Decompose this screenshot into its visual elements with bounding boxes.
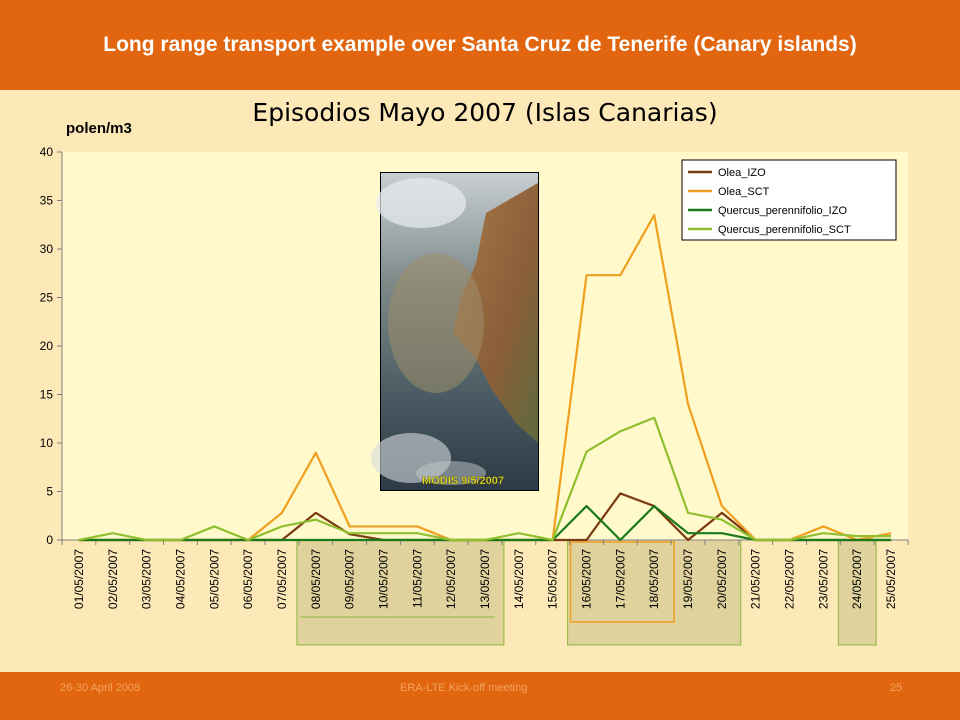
legend-box [681,159,897,241]
x-tick-label: 19/05/2007 [681,549,695,609]
legend-label: Olea_SCT [718,186,770,198]
x-tick-label: 10/05/2007 [376,549,390,609]
y-tick-label: 25 [40,291,54,305]
footer-date: 26-30 April 2008 [60,682,141,694]
x-tick-label: 22/05/2007 [783,549,797,609]
x-tick-label: 14/05/2007 [512,549,526,609]
y-tick-label: 0 [46,533,53,547]
y-tick-label: 30 [40,242,54,256]
satellite-image: MODIS 9/5/2007 [371,172,539,491]
x-tick-label: 23/05/2007 [816,549,830,609]
legend-label: Quercus_perennifolio_IZO [718,205,847,217]
y-tick-label: 15 [40,388,54,402]
y-tick-label: 20 [40,339,54,353]
x-tick-label: 20/05/2007 [715,549,729,609]
y-tick-label: 5 [46,485,53,499]
x-tick-label: 04/05/2007 [173,549,187,609]
x-tick-label: 01/05/2007 [72,549,86,609]
x-tick-label: 24/05/2007 [850,549,864,609]
footer-event: ERA-LTE Kick-off meeting [400,682,528,694]
x-tick-label: 02/05/2007 [106,549,120,609]
y-axis-label: polen/m3 [66,120,132,137]
x-tick-label: 13/05/2007 [478,549,492,609]
legend-label: Olea_IZO [718,167,766,179]
x-tick-label: 17/05/2007 [613,549,627,609]
satellite-caption: MODIS 9/5/2007 [422,475,504,487]
satellite-land [453,183,538,443]
x-tick-label: 07/05/2007 [275,549,289,609]
x-tick-label: 05/05/2007 [207,549,221,609]
footer-page-number: 25 [890,682,903,694]
y-tick-label: 40 [40,145,54,159]
x-tick-label: 08/05/2007 [309,549,323,609]
footer-bar [0,672,960,720]
legend-label: Quercus_perennifolio_SCT [718,224,851,236]
chart-title: Episodios Mayo 2007 (Islas Canarias) [252,98,717,127]
y-tick-label: 35 [40,194,54,208]
x-tick-label: 25/05/2007 [884,549,898,609]
x-tick-label: 11/05/2007 [410,549,424,608]
highlight-peak-box [569,541,675,623]
x-tick-label: 03/05/2007 [140,549,154,609]
x-tick-label: 09/05/2007 [343,549,357,609]
satellite-cloud [416,461,486,485]
header-bar [0,0,960,90]
highlight-period-1 [567,536,742,646]
satellite-dust-plume [388,253,484,393]
x-tick-label: 16/05/2007 [580,549,594,609]
x-tick-label: 21/05/2007 [749,549,763,609]
x-tick-label: 06/05/2007 [241,549,255,609]
highlight-period-0 [296,536,505,646]
x-tick-label: 18/05/2007 [647,549,661,609]
x-tick-label: 12/05/2007 [444,549,458,609]
x-tick-label: 15/05/2007 [546,549,560,609]
satellite-cloud [376,178,466,228]
highlight-period-2 [837,536,877,646]
series-line-Quercus_perennifolio_SCT [78,416,892,542]
y-tick-label: 10 [40,436,54,450]
slide-title: Long range transport example over Santa … [103,33,857,56]
